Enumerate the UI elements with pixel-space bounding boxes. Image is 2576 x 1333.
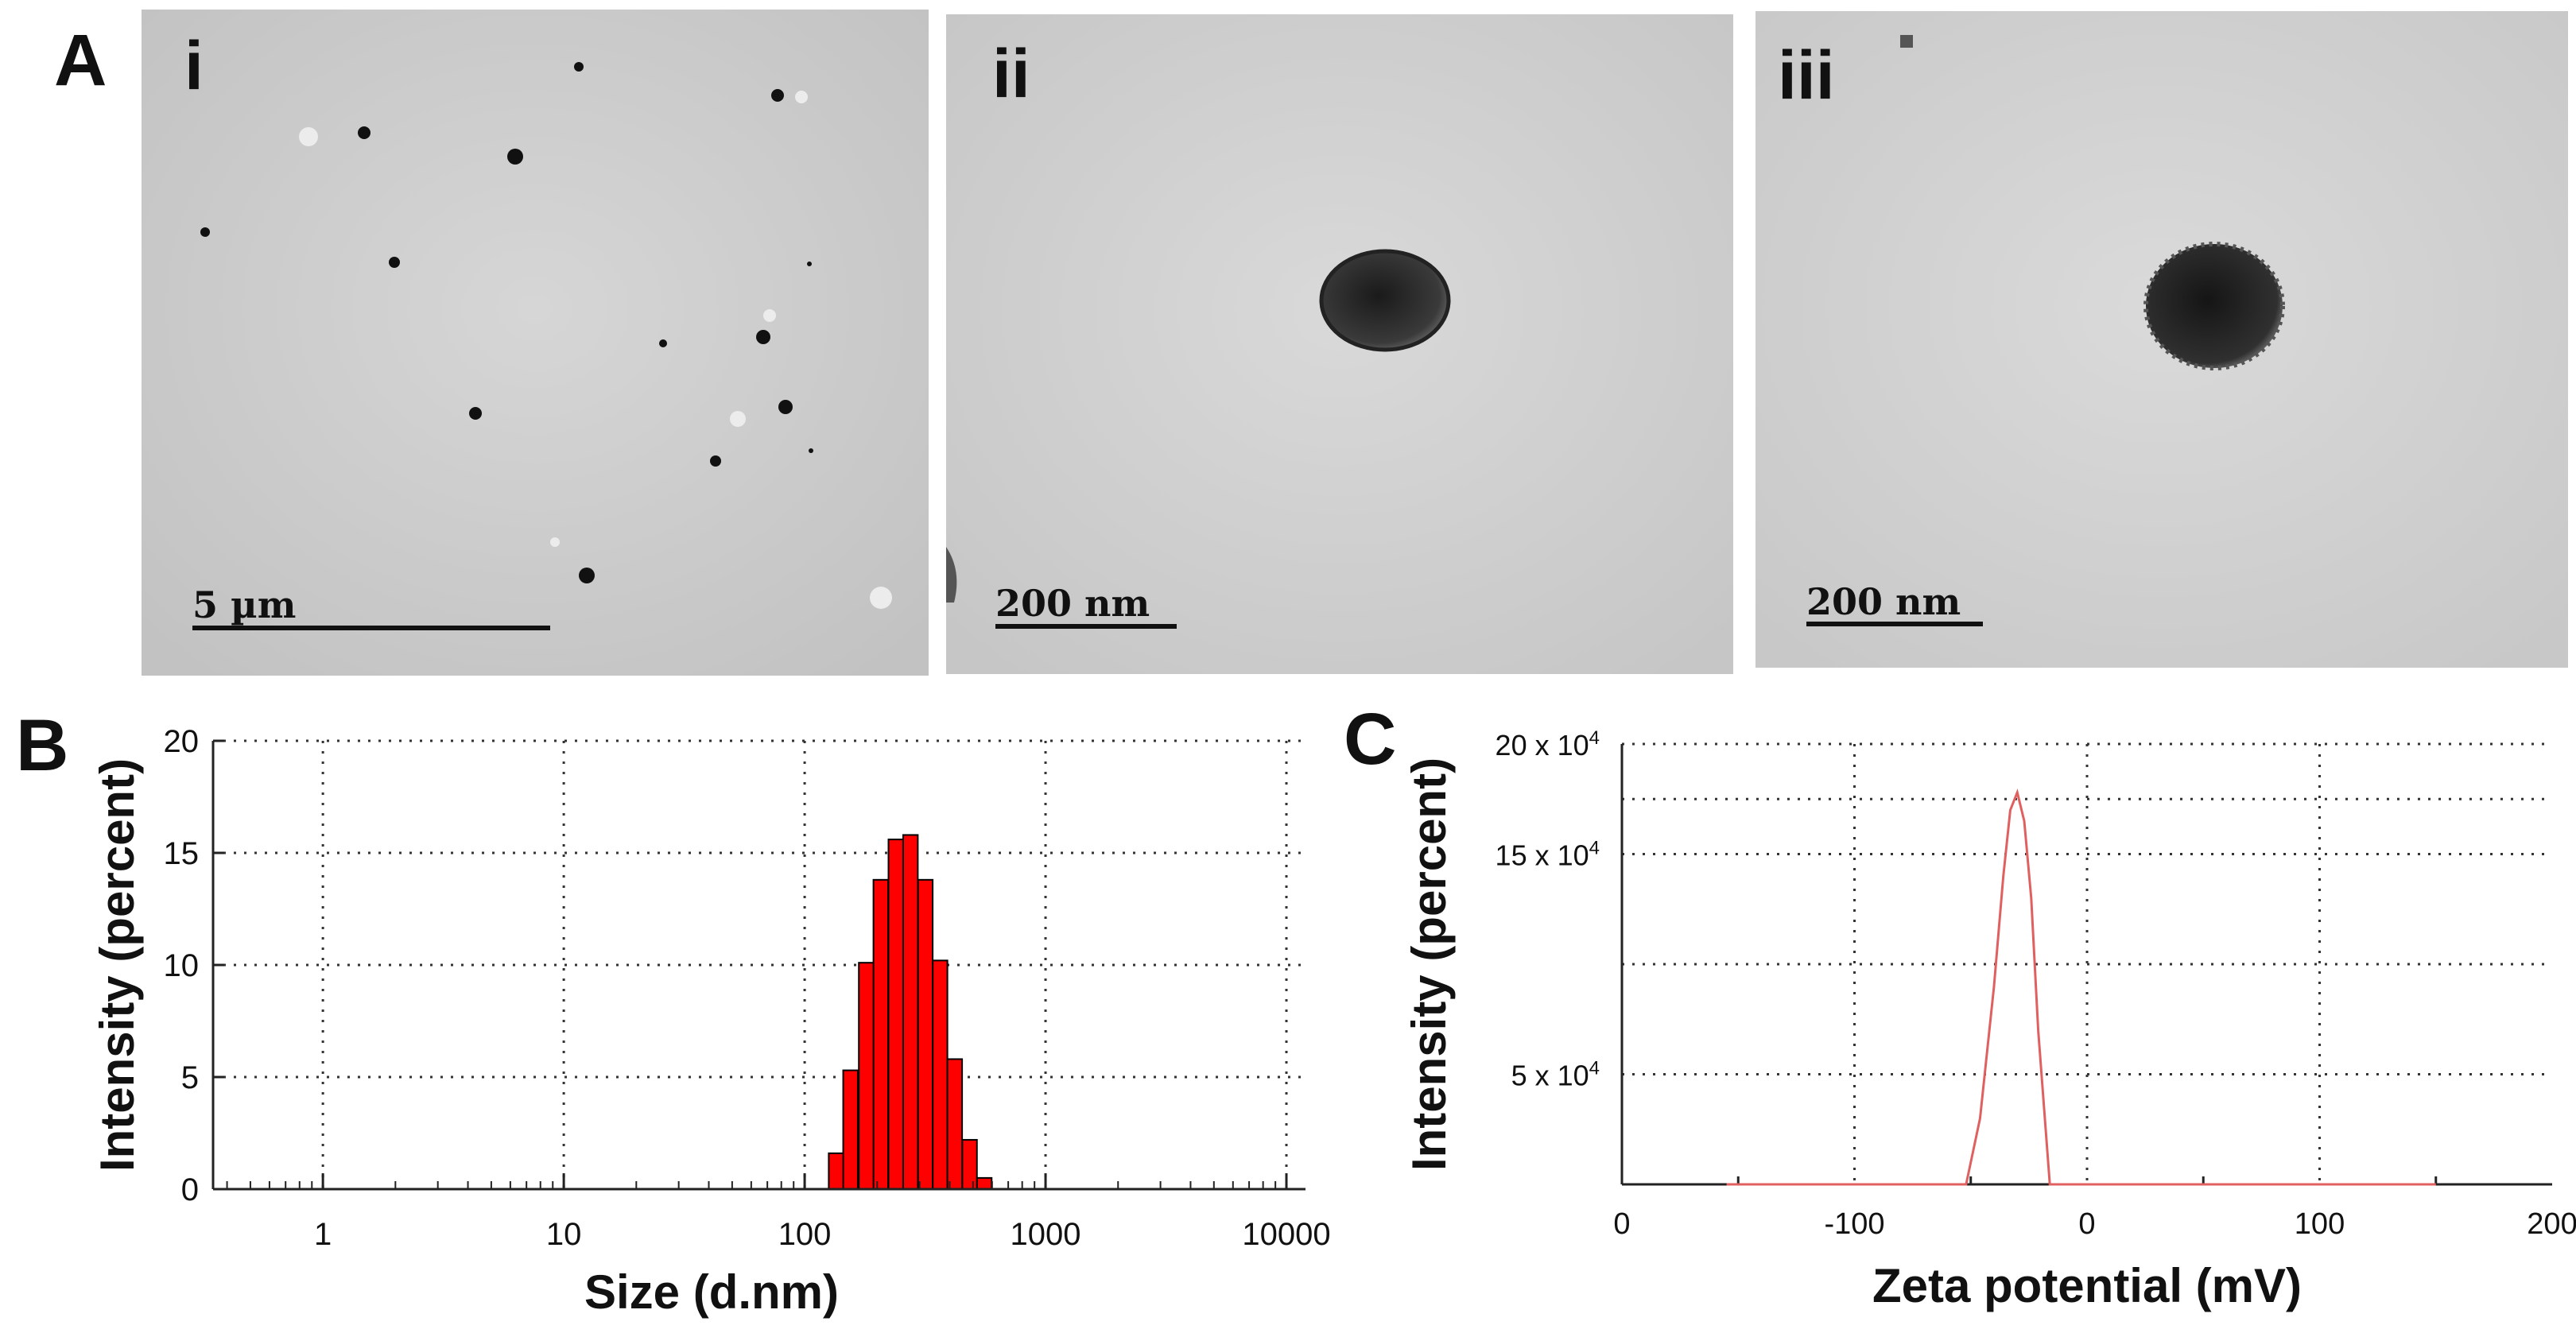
x-tick-label: -100	[1824, 1207, 1884, 1241]
y-tick-label: 20	[164, 724, 200, 759]
scale-text-ii: 200 nm	[995, 582, 1150, 625]
histogram-bar	[828, 1152, 844, 1191]
size-chart-svg: 1 10 100 1000 10000 0 5 10 15 20 Size (d.nm) Intens…	[91, 724, 1331, 1319]
tem-image-i	[142, 10, 929, 676]
tem-label-ii: ii	[992, 36, 1030, 112]
x-tick-label: 1000	[1011, 1217, 1081, 1252]
panel-letter-c: C	[1344, 699, 1397, 780]
histogram-bar	[932, 959, 949, 1190]
zeta-potential-chart: 0 -100 0 100 200 5 x 104 15 x 104 20 x 104 Zeta …	[1336, 699, 2576, 1329]
scale-bar-ii	[995, 624, 1177, 629]
histogram-bar	[976, 1176, 993, 1191]
tem-image-ii	[946, 14, 1733, 674]
x-tick-label: 100	[2295, 1207, 2345, 1241]
x-tick-label: 1	[314, 1217, 332, 1252]
x-axis-title: Size (d.nm)	[584, 1265, 839, 1319]
x-tick-label: 0	[2078, 1207, 2095, 1241]
scale-bar-i	[192, 626, 550, 630]
histogram-bar	[887, 839, 904, 1191]
histogram-bar	[842, 1069, 859, 1191]
x-tick-label: 10000	[1242, 1217, 1330, 1252]
panel-letter-b: B	[16, 705, 69, 786]
y-tick-label: 0	[181, 1172, 199, 1207]
y-tick-label: 5	[181, 1060, 199, 1095]
size-distribution-chart: 1 10 100 1000 10000 0 5 10 15 20 Size (d.nm) Intens…	[0, 699, 1336, 1329]
histogram-bar	[858, 962, 875, 1190]
x-tick-label: 200	[2527, 1207, 2576, 1241]
scale-text-iii: 200 nm	[1806, 580, 1961, 623]
tem-label-i: i	[184, 28, 204, 104]
y-axis-title: Intensity (percent)	[91, 758, 144, 1172]
scale-bar-iii	[1806, 622, 1983, 626]
histogram-bar	[917, 878, 934, 1190]
x-tick-label: 0	[1613, 1207, 1630, 1241]
tem-image-iii	[1755, 11, 2568, 668]
histogram-bar	[946, 1058, 964, 1190]
x-axis-title: Zeta potential (mV)	[1872, 1259, 2302, 1312]
y-tick-label: 15 x 104	[1496, 838, 1600, 872]
zeta-series-line	[1726, 789, 2436, 1186]
histogram-bar	[961, 1138, 978, 1191]
panel-letter-a: A	[54, 20, 107, 101]
x-tick-label: 100	[778, 1217, 832, 1252]
histogram-bar	[902, 834, 919, 1190]
y-tick-label: 5 x 104	[1511, 1058, 1600, 1092]
histogram-bar	[872, 878, 889, 1190]
y-tick-label: 10	[164, 948, 200, 983]
zeta-chart-svg: 0 -100 0 100 200 5 x 104 15 x 104 20 x 104 Zeta …	[1402, 727, 2576, 1312]
y-tick-label: 20 x 104	[1496, 727, 1600, 761]
x-tick-label: 10	[546, 1217, 582, 1252]
y-axis-title: Intensity (percent)	[1402, 758, 1456, 1171]
scale-text-i: 5 µm	[192, 583, 297, 626]
y-tick-label: 15	[164, 836, 200, 871]
tem-label-iii: iii	[1778, 37, 1835, 114]
